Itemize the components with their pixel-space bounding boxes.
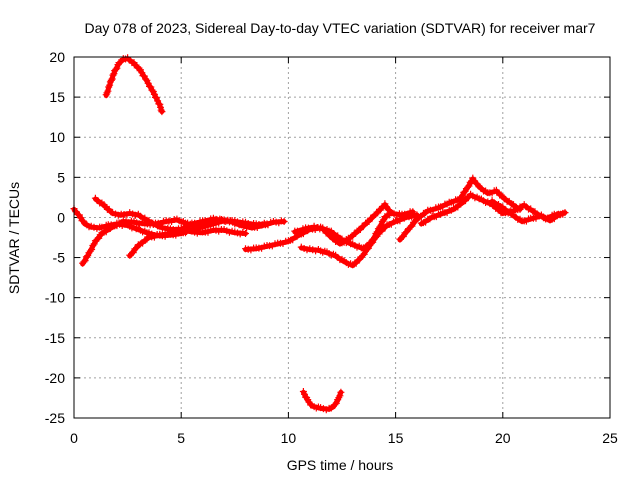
- plot-frame: [73, 56, 611, 419]
- series-arc-high: [102, 54, 166, 116]
- x-tick-label: 25: [602, 430, 618, 446]
- y-tick-label: -20: [45, 370, 65, 386]
- data-series: [70, 54, 569, 414]
- y-tick-label: -25: [45, 410, 65, 426]
- x-tick-label: 15: [388, 430, 404, 446]
- y-tick-label: 15: [49, 89, 65, 105]
- x-axis-title: GPS time / hours: [287, 457, 394, 473]
- series-arc-j: [488, 197, 569, 225]
- x-tick-label: 5: [177, 430, 185, 446]
- series-markers: [291, 200, 417, 247]
- grid-lines: [74, 57, 610, 418]
- y-tick-label: -5: [53, 250, 66, 266]
- y-tick-label: -10: [45, 290, 65, 306]
- series-markers: [396, 174, 524, 243]
- series-arc-low: [299, 388, 345, 414]
- y-tick-label: 0: [57, 209, 65, 225]
- y-tick-label: 10: [49, 129, 65, 145]
- series-markers: [126, 214, 271, 259]
- y-tick-label: -15: [45, 330, 65, 346]
- x-tick-label: 0: [70, 430, 78, 446]
- series-arc-g: [297, 211, 421, 269]
- y-tick-label: 5: [57, 169, 65, 185]
- series-markers: [297, 211, 421, 269]
- y-axis-title: SDTVAR / TECUs: [6, 182, 22, 294]
- chart-title: Day 078 of 2023, Sidereal Day-to-day VTE…: [85, 20, 596, 36]
- series-arc-h: [396, 174, 524, 243]
- tick-labels: 0 5 10 15 20 25 20 15 10 5 0 -5 -10 -15 -20 -25: [45, 49, 618, 446]
- series-arc-f: [291, 200, 417, 247]
- x-tick-label: 10: [281, 430, 297, 446]
- series-markers: [102, 54, 166, 116]
- series-line: [103, 56, 165, 115]
- series-markers: [488, 197, 569, 225]
- x-tick-label: 20: [495, 430, 511, 446]
- series-arc-d: [126, 214, 271, 259]
- series-markers: [299, 388, 345, 414]
- y-tick-label: 20: [49, 49, 65, 65]
